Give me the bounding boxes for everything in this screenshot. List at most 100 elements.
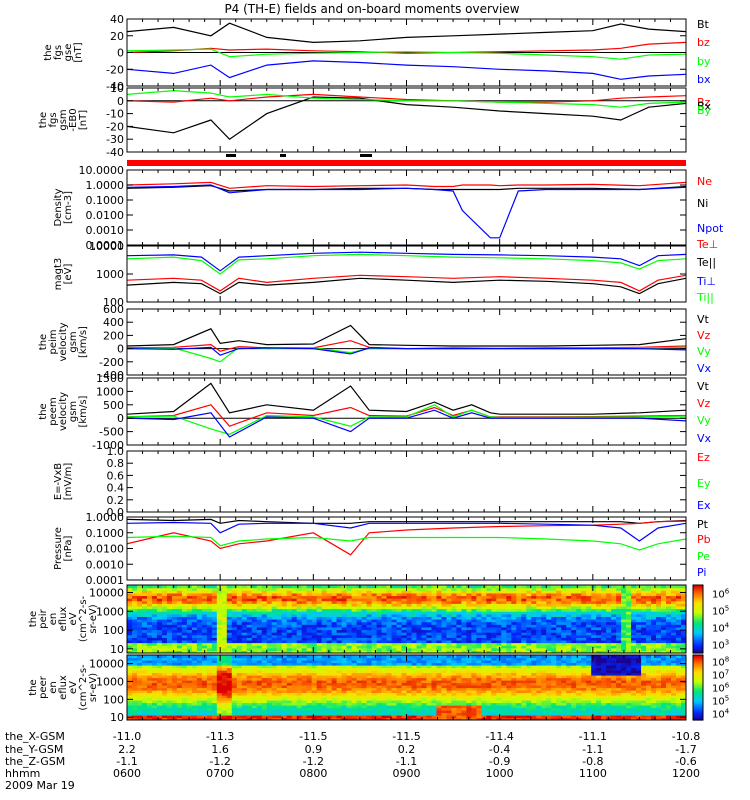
heatmap-cell [236,710,243,714]
heatmap-cell [591,605,597,610]
heatmap-cell [127,616,133,620]
heatmap-cell [681,613,686,617]
heatmap-cell [471,647,477,651]
heatmap-cell [261,650,268,653]
heatmap-cell [206,697,213,701]
heatmap-cell [396,629,403,633]
heatmap [127,655,686,720]
heatmap-cell [286,707,293,711]
heatmap-cell [381,629,388,633]
heatmap-cell [551,611,557,615]
heatmap-cell [206,639,213,644]
heatmap-cell [426,587,433,591]
heatmap-cell [236,613,243,617]
heatmap-cell [261,626,268,631]
heatmap-cell [426,590,433,594]
heatmap-cell [216,605,223,610]
heatmap-cell [416,619,423,623]
heatmap-cell [406,647,413,651]
heatmap-cell [191,685,198,689]
y-tick-label: 10.0000 [79,164,125,177]
heatmap-cell [391,613,398,617]
heatmap-cell [281,672,288,676]
heatmap-cell [156,710,163,714]
heatmap-cell [266,667,273,671]
heatmap-cell [666,626,672,631]
heatmap-cell [571,603,577,607]
heatmap-cell [351,650,358,653]
heatmap-cell [471,613,477,617]
heatmap-cell [156,595,163,599]
heatmap-cell [221,616,228,620]
heatmap-cell [621,603,627,607]
heatmap-cell [396,595,403,599]
heatmap-cell [286,687,293,691]
heatmap-cell [371,611,378,615]
heatmap-cell [511,619,517,623]
heatmap-cell [431,639,438,644]
series-group [127,22,686,80]
heatmap-cell [166,712,173,716]
heatmap-cell [181,667,188,671]
heatmap-cell [166,639,173,644]
heatmap-cell [451,590,458,594]
heatmap-cell [346,595,353,599]
heatmap-cell [411,598,418,602]
heatmap-cell [241,707,248,711]
heatmap-cell [391,647,398,651]
y-axis-label: velocity [58,392,69,431]
heatmap-cell [211,717,218,720]
heatmap-cell [451,621,458,625]
heatmap-cell [521,642,527,646]
heatmap-cell [481,616,487,620]
heatmap-cell [171,624,178,628]
heatmap-cell [311,715,318,719]
heatmap-cell [271,665,278,669]
heatmap-cell [561,590,567,594]
heatmap-cell [226,639,233,644]
heatmap-cell [506,632,512,636]
heatmap-cell [186,605,193,610]
heatmap-cell [681,587,686,591]
heatmap-cell [476,647,482,651]
heatmap-cell [221,585,228,589]
heatmap-cell [436,585,443,589]
heatmap-cell [401,647,408,651]
heatmap-cell [401,626,408,631]
heatmap-cell [636,621,642,625]
heatmap-cell [601,629,607,633]
heatmap-cell [611,650,617,653]
heatmap-cell [551,592,557,597]
heatmap-cell [321,650,328,653]
heatmap-cell [521,603,527,607]
heatmap-cell [296,637,303,641]
heatmap-cell [321,677,328,681]
heatmap-cell [131,608,138,612]
heatmap-cell [331,645,338,649]
heatmap-cell [351,587,358,591]
heatmap-cell [271,692,278,696]
heatmap-cell [241,647,248,651]
heatmap-cell [206,707,213,711]
heatmap-cell [516,629,522,633]
y-tick-label: 0.1000 [86,194,125,207]
heatmap-cell [331,705,338,709]
heatmap-cell [661,626,667,631]
heatmap-cell [526,608,532,612]
heatmap-cell [651,624,657,628]
heatmap-cell [141,660,148,664]
heatmap-cell [156,626,163,631]
y-tick-label: 600 [103,303,124,316]
heatmap-cell [456,598,463,602]
heatmap-cell [561,642,567,646]
heatmap-cell [631,632,637,636]
heatmap-cell [621,637,627,641]
heatmap-cell [491,600,497,604]
heatmap-cell [411,621,418,625]
heatmap-cell [291,705,298,709]
heatmap-cell [136,672,143,676]
heatmap-cell [246,705,253,709]
heatmap-cell [281,605,288,610]
heatmap-cell [676,613,682,617]
